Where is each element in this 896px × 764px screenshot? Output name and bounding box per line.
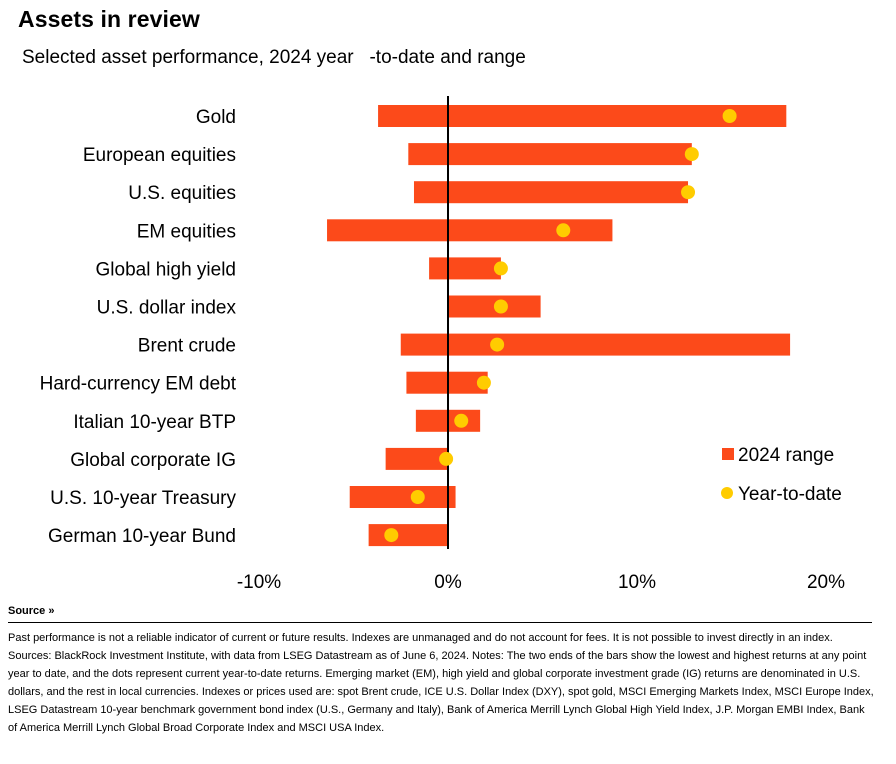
range-bar [378,105,787,127]
ytd-dot [681,185,696,200]
ytd-dot [410,490,425,504]
range-bar [429,257,501,280]
x-tick-label: -10% [237,572,281,593]
page-title: Assets in review [18,6,200,32]
range-bar [349,486,456,508]
range-bar [385,447,448,470]
ytd-dot [722,109,737,123]
category-label: German 10-year Bund [48,526,236,547]
category-label: Gold [196,107,236,128]
category-label: Global high yield [96,259,236,280]
x-tick-label: 0% [434,572,462,593]
range-bar [413,181,689,204]
range-bar [400,333,791,356]
category-labels: Gold European equities U.S. equities EM equ… [40,107,237,547]
legend-range-swatch [722,448,734,460]
ytd-dot [439,451,454,466]
legend-range-label: 2024 range [738,445,834,466]
ytd-dot [476,375,491,390]
category-label: U.S. equities [128,183,236,204]
chart-subtitle: Selected asset performance, 2024 year -t… [22,47,526,68]
ytd-dot [490,337,505,352]
category-label: Brent crude [138,336,236,357]
category-label: Hard-currency EM debt [40,374,237,395]
range-chart: Gold European equities U.S. equities EM equ… [40,96,845,593]
legend-ytd-swatch [721,487,733,499]
range-bar [408,143,692,166]
x-tick-label: 10% [618,572,656,593]
x-axis-ticks: -10% 0% 10% 20% [237,572,845,593]
legend-ytd-label: Year-to-date [738,484,842,505]
ytd-dot [684,147,699,162]
ytd-dot [454,413,469,428]
range-bar [368,524,448,547]
legend: 2024 range Year-to-date [721,445,842,505]
category-label: U.S. 10-year Treasury [50,488,236,509]
range-bar [327,219,613,242]
ytd-dot [493,261,508,276]
category-label: European equities [83,145,236,166]
x-tick-label: 20% [807,572,845,593]
category-label: EM equities [137,221,236,242]
category-label: Italian 10-year BTP [73,412,236,433]
divider [8,622,872,623]
source-toggle[interactable]: Source » [8,605,55,617]
ytd-dot [384,528,399,543]
ytd-dot [493,299,508,314]
source-notes: Past performance is not a reliable indic… [8,632,874,734]
ytd-dot [556,223,571,238]
range-bars [327,105,791,547]
category-label: Global corporate IG [70,450,236,471]
ytd-dots [384,109,737,543]
category-label: U.S. dollar index [97,298,237,319]
